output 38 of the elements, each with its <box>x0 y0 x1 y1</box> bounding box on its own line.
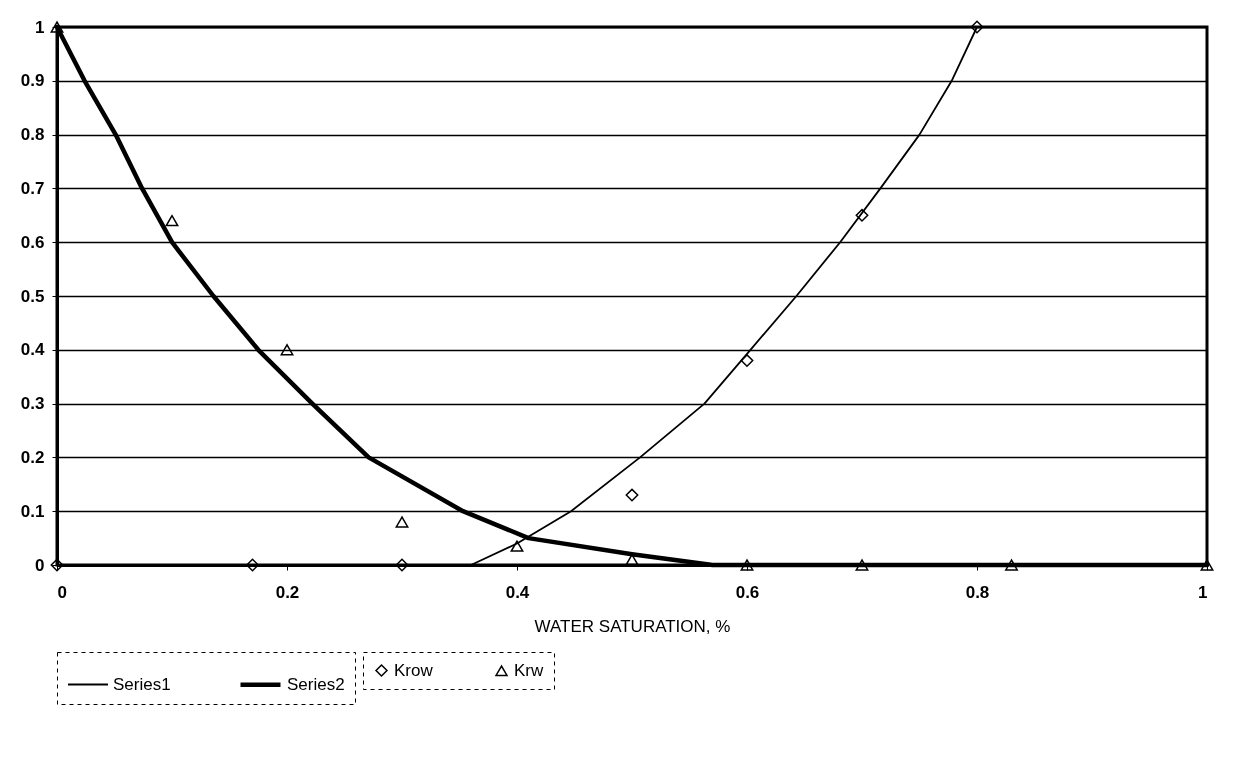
y-tick-label: 0.2 <box>20 447 45 467</box>
point <box>395 516 409 528</box>
y-tick-label: 0.9 <box>20 71 45 91</box>
point <box>740 354 754 368</box>
point <box>510 540 524 552</box>
legend-label: Krow <box>394 660 434 680</box>
point <box>625 488 639 502</box>
point <box>395 558 409 572</box>
legend-label: Krw <box>514 660 544 680</box>
y-tick-label: 0.1 <box>20 501 45 521</box>
point <box>1200 559 1214 571</box>
point <box>970 20 984 34</box>
y-tick-label: 0.8 <box>20 125 45 145</box>
point <box>165 214 179 227</box>
x-tick-label: 0.2 <box>275 582 300 602</box>
x-tick-label: 0.6 <box>735 582 760 602</box>
point <box>246 558 259 572</box>
y-tick-label: 1 <box>35 17 45 37</box>
y-tick-label: 0.6 <box>20 232 45 252</box>
point <box>740 559 754 571</box>
x-tick-label: 1 <box>1198 582 1208 602</box>
point <box>50 558 64 572</box>
point <box>1005 559 1018 571</box>
y-tick-label: 0.7 <box>20 178 45 198</box>
x-axis-title: WATER SATURATION, % <box>534 616 731 636</box>
x-tick-label: 0.4 <box>505 582 530 602</box>
x-tick-label: 0.8 <box>965 582 990 602</box>
point <box>855 559 869 571</box>
point <box>50 21 64 33</box>
y-tick-label: 0.4 <box>20 340 46 360</box>
x-tick-label: 0 <box>57 582 67 602</box>
legend-label: Series2 <box>287 674 345 694</box>
y-tick-label: 0.3 <box>20 394 45 414</box>
y-tick-label: 0 <box>35 555 45 575</box>
point <box>855 208 869 222</box>
legend-label: Series1 <box>113 674 171 694</box>
point <box>280 344 294 356</box>
y-tick-label: 0.5 <box>20 286 45 306</box>
